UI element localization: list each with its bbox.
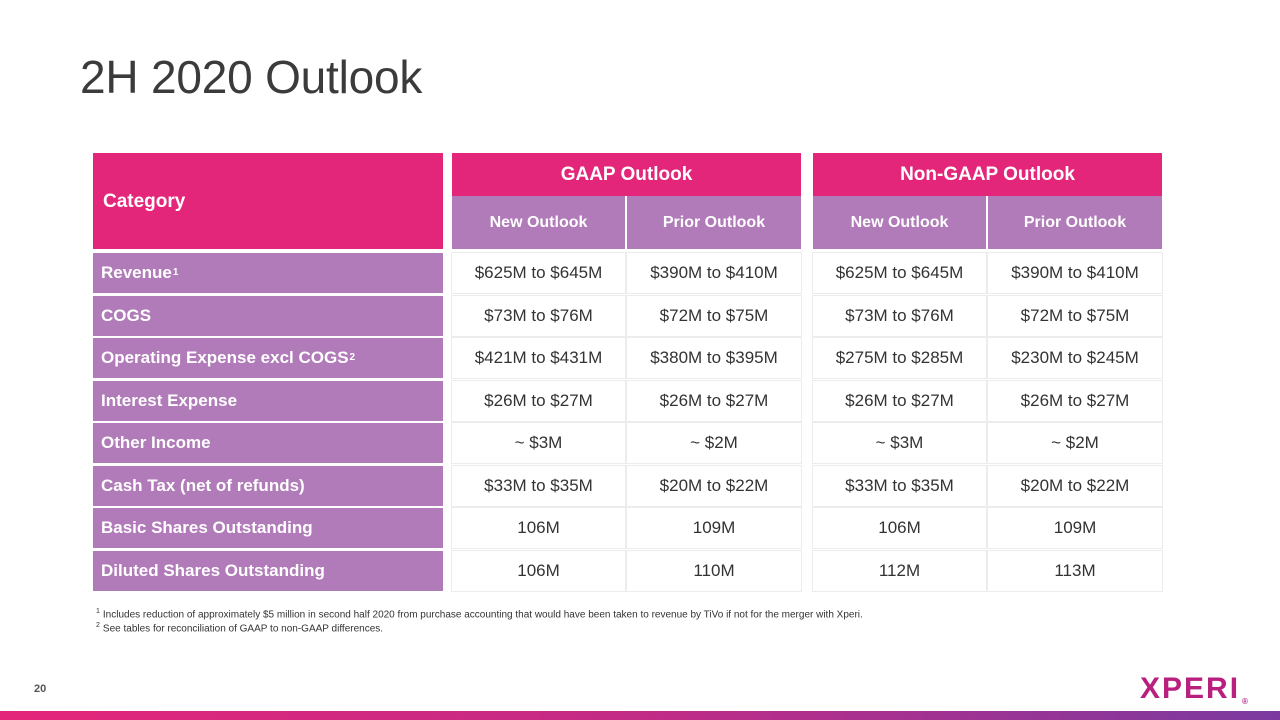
footnote-1-text: Includes reduction of approximately $5 m… xyxy=(102,609,863,621)
table-cell: $73M to $76M xyxy=(452,296,625,336)
row-label: Revenue 1 xyxy=(93,253,443,293)
table-cell: 106M xyxy=(452,551,625,591)
table-cell: ~ $3M xyxy=(452,423,625,463)
gaap-prior-outlook-header: Prior Outlook xyxy=(627,196,801,249)
table-cell: ~ $3M xyxy=(813,423,986,463)
table-cell: 109M xyxy=(627,508,801,548)
category-header: Category xyxy=(93,153,443,249)
table-cell: 106M xyxy=(452,508,625,548)
table-cell: 110M xyxy=(627,551,801,591)
table-cell: $26M to $27M xyxy=(988,381,1162,421)
row-label: Other Income xyxy=(93,423,443,463)
gaap-outlook-header: GAAP Outlook xyxy=(452,153,801,196)
table-cell: $380M to $395M xyxy=(627,338,801,378)
table-cell: $275M to $285M xyxy=(813,338,986,378)
bottom-gradient-bar xyxy=(0,711,1280,720)
table-cell: 113M xyxy=(988,551,1162,591)
row-label: COGS xyxy=(93,296,443,336)
table-cell: $72M to $75M xyxy=(988,296,1162,336)
table-cell: $20M to $22M xyxy=(988,466,1162,506)
page-title: 2H 2020 Outlook xyxy=(80,51,423,103)
footnote-2-text: See tables for reconciliation of GAAP to… xyxy=(102,623,384,635)
table-cell: $26M to $27M xyxy=(813,381,986,421)
row-label-text: Basic Shares Outstanding xyxy=(101,518,313,537)
table-cell: $390M to $410M xyxy=(627,253,801,293)
gaap-new-outlook-header: New Outlook xyxy=(452,196,625,249)
row-label: Basic Shares Outstanding xyxy=(93,508,443,548)
footnote-2: 2 See tables for reconciliation of GAAP t… xyxy=(96,622,383,634)
registered-mark-icon: ® xyxy=(1242,697,1250,706)
non-gaap-prior-outlook-header: Prior Outlook xyxy=(988,196,1162,249)
table-cell: 109M xyxy=(988,508,1162,548)
row-label: Cash Tax (net of refunds) xyxy=(93,466,443,506)
table-cell: $625M to $645M xyxy=(813,253,986,293)
table-cell: ~ $2M xyxy=(988,423,1162,463)
table-cell: 112M xyxy=(813,551,986,591)
page-number: 20 xyxy=(34,683,47,695)
table-cell: $26M to $27M xyxy=(627,381,801,421)
table-cell: $73M to $76M xyxy=(813,296,986,336)
table-cell: ~ $2M xyxy=(627,423,801,463)
xperi-logo: XPERI ® xyxy=(1140,672,1250,706)
row-label-text: Operating Expense excl COGS xyxy=(101,348,349,367)
table-cell: $421M to $431M xyxy=(452,338,625,378)
logo-text: XPERI xyxy=(1140,672,1241,705)
table-cell: $33M to $35M xyxy=(452,466,625,506)
table-cell: $230M to $245M xyxy=(988,338,1162,378)
non-gaap-outlook-header: Non-GAAP Outlook xyxy=(813,153,1162,196)
row-label-text: Revenue xyxy=(101,263,172,282)
footnote-1-number: 1 xyxy=(96,608,100,615)
row-label-text: Diluted Shares Outstanding xyxy=(101,561,325,580)
table-cell: 106M xyxy=(813,508,986,548)
non-gaap-new-outlook-header: New Outlook xyxy=(813,196,986,249)
row-label: Operating Expense excl COGS 2 xyxy=(93,338,443,378)
footnote-2-number: 2 xyxy=(96,622,100,629)
table-cell: $20M to $22M xyxy=(627,466,801,506)
row-label-text: COGS xyxy=(101,306,152,325)
table-cell: $625M to $645M xyxy=(452,253,625,293)
row-label-text: Other Income xyxy=(101,433,211,452)
table-cell: $26M to $27M xyxy=(452,381,625,421)
row-label: Diluted Shares Outstanding xyxy=(93,551,443,591)
table-cell: $33M to $35M xyxy=(813,466,986,506)
footnote-1: 1 Includes reduction of approximately $5 … xyxy=(96,608,863,620)
row-label: Interest Expense xyxy=(93,381,443,421)
row-label-text: Interest Expense xyxy=(101,391,238,410)
row-label-text: Cash Tax (net of refunds) xyxy=(101,476,305,495)
table-cell: $72M to $75M xyxy=(627,296,801,336)
table-cell: $390M to $410M xyxy=(988,253,1162,293)
